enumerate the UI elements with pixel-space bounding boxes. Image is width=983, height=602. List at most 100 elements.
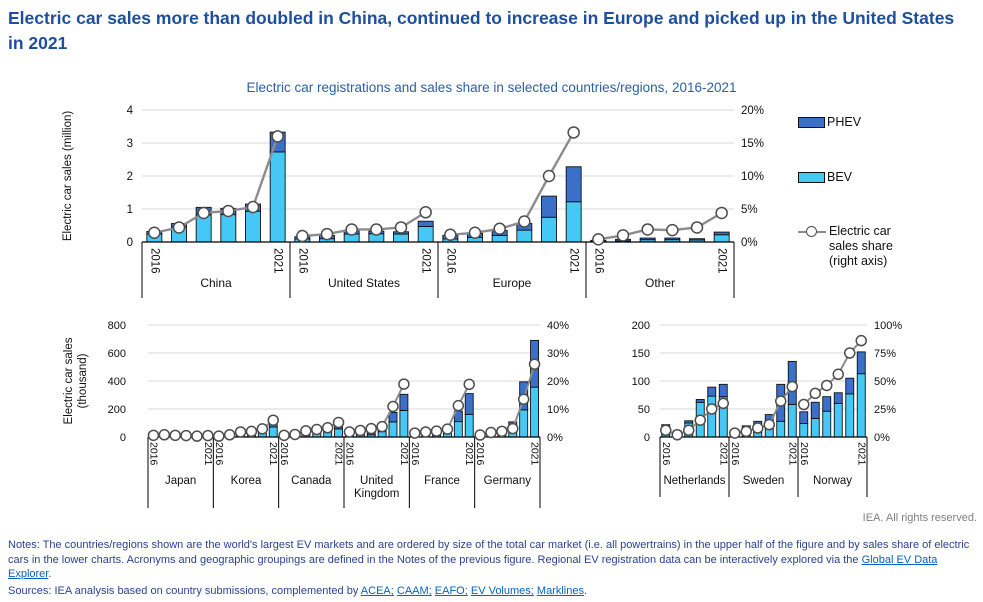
bar-bev [856,373,866,438]
share-marker [485,426,497,439]
year-tick-label: 2021 [333,442,345,466]
share-marker [752,422,764,434]
share-marker [463,378,475,391]
bar-bev [453,421,463,438]
share-marker [507,422,519,435]
bar-bev [541,216,557,243]
share-lines [153,363,536,438]
year-tick-label: 2021 [420,248,432,274]
bar-bev [713,234,730,243]
share-marker [300,425,312,437]
source-link-2[interactable]: CAAM; [396,585,432,597]
bar-bev [565,201,582,243]
share-marker [147,429,160,442]
share-line-marker-icon [798,226,826,238]
chart-subtitle: Electric car registrations and sales sha… [246,80,737,95]
share-marker [715,206,728,220]
bar-bev [245,210,261,243]
year-tick-label: 2016 [213,442,225,466]
bar-phev [639,237,656,241]
share-marker [798,398,810,411]
share-marker [311,423,323,436]
share-marker [419,426,432,438]
year-tick-label: 2021 [855,442,867,466]
share-marker [256,423,269,435]
bar-phev [707,386,717,397]
share-marker [683,424,695,437]
page-title: Electric car sales more than doubled in … [8,8,955,54]
share-marker [148,226,161,240]
share-marker [740,425,752,438]
right-axis-tick: 15% [741,138,764,150]
share-marker [387,400,399,413]
bar-bev [417,226,434,243]
share-markers [147,358,541,442]
share-marker [660,424,672,437]
year-tick-label: 2021 [267,442,279,466]
bar-bev [269,151,286,243]
bar-bev [388,421,398,438]
year-tick-label: 2021 [568,248,580,274]
share-marker [468,226,482,240]
source-link-1[interactable]: ACEA; [360,585,394,597]
bev-swatch-icon [798,171,825,183]
share-marker [419,206,432,219]
bar-phev [464,393,474,415]
country-label: Korea [231,475,262,487]
year-tick-label: 2021 [717,442,729,466]
right-axis-tick: 20% [741,105,764,117]
share-marker [706,403,718,415]
share-marker [666,223,679,237]
bar-bev [399,409,409,438]
bar-bev [220,214,237,243]
share-marker [690,221,704,234]
bar-bev [530,386,540,438]
source-link-3[interactable]: EAFO; [434,585,468,597]
country-label: Canada [291,475,332,487]
top-chart: 0 1 2 3 4 0% 5% 10% 15% 20% Electric car sales (mi… [62,105,764,298]
year-tick-label: 2021 [202,442,214,466]
bar-phev [388,412,398,423]
left-axis-tick: 100 [632,376,650,388]
year-tick-label: 2016 [148,248,160,274]
country-label: Kingdom [354,488,399,500]
country-label: China [200,276,232,290]
bottom-left-chart: 0 200 400 600 800 0% 10% 20% 30% 40% Electric car … [63,320,569,508]
country-label: Germany [484,475,532,487]
share-marker [172,221,186,234]
share-marker [370,223,383,236]
right-axis-tick: 5% [741,204,758,216]
year-tick-label: 2016 [278,442,290,466]
right-axis-tick: 30% [547,348,569,360]
share-marker [354,424,367,437]
share-marker [616,229,630,242]
year-tick-label: 2021 [463,442,475,466]
share-marker [452,399,465,412]
share-marker [398,378,410,390]
right-axis-tick: 20% [547,376,569,388]
share-marker [493,222,506,236]
global-ev-data-explorer-link[interactable]: Global EV Data Explorer [8,553,938,581]
left-axis-tick: 3 [127,138,133,150]
right-axis-tick: 0% [874,432,890,444]
source-link-4[interactable]: EV Volumes; [470,585,534,597]
year-tick-label: 2016 [409,442,421,466]
left-axis-tick: 200 [108,404,126,416]
share-marker [332,416,345,429]
share-marker [191,430,203,442]
share-marker [729,427,741,439]
share-marker [320,227,334,241]
bar-phev [845,377,855,395]
source-link-5[interactable]: Marklines [536,585,584,597]
share-marker [542,169,556,183]
bar-phev [856,351,866,375]
right-axis-tick: 75% [874,348,896,360]
year-tick-label: 2016 [660,442,672,466]
share-marker [223,429,236,441]
bar-bev [799,423,809,438]
bar-bev [833,402,843,438]
left-axis-tick: 1 [127,204,133,216]
right-axis-tick: 10% [741,171,764,183]
